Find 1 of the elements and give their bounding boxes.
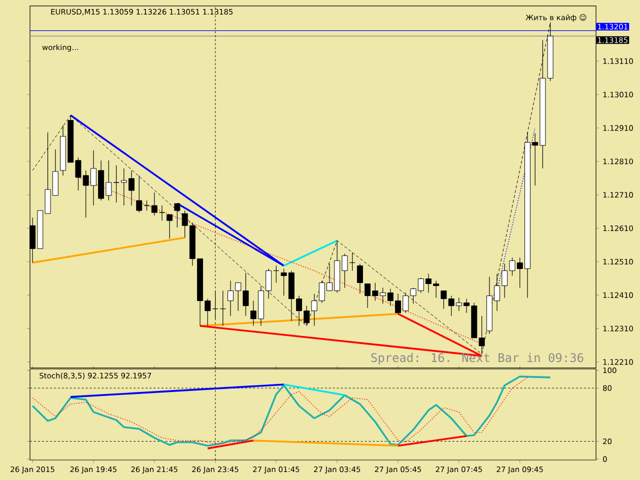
annotation: Spread: 16. Next Bar in 09:36 xyxy=(371,352,584,364)
